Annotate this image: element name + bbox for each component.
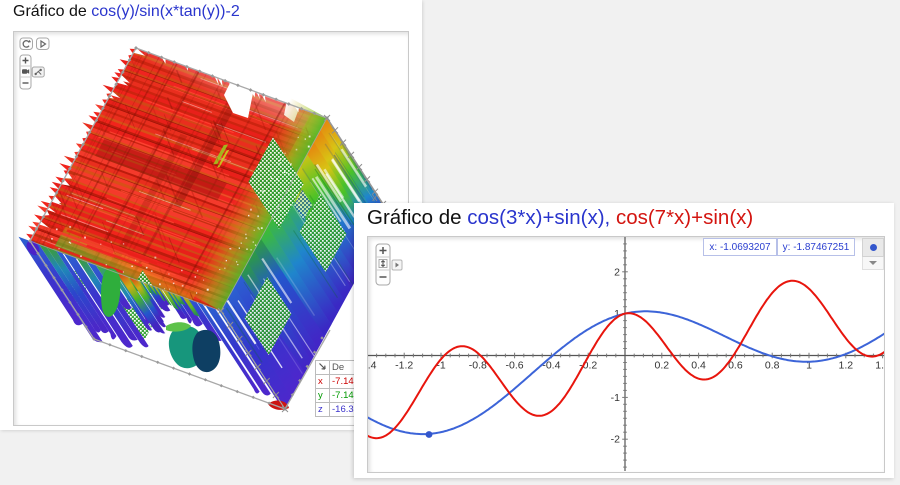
svg-text:-0.8: -0.8	[469, 360, 487, 372]
svg-text:-0.4: -0.4	[542, 360, 560, 372]
svg-text:0.2: 0.2	[654, 360, 669, 372]
svg-text:-1: -1	[436, 360, 445, 372]
svg-text:1.4: 1.4	[875, 360, 884, 372]
svg-text:2: 2	[614, 266, 620, 278]
svg-text:-1.2: -1.2	[395, 360, 413, 372]
svg-text:-0.6: -0.6	[506, 360, 524, 372]
svg-text:-0.2: -0.2	[579, 360, 597, 372]
svg-text:-1: -1	[611, 392, 620, 404]
svg-text:x: x	[372, 192, 378, 204]
svg-text:-2: -2	[611, 434, 620, 446]
svg-text:1.2: 1.2	[838, 360, 853, 372]
svg-text:1: 1	[614, 308, 620, 320]
svg-text:1: 1	[806, 360, 812, 372]
svg-text:0.8: 0.8	[765, 360, 780, 372]
svg-text:0.6: 0.6	[728, 360, 743, 372]
svg-text:-1.4: -1.4	[368, 360, 377, 372]
svg-text:0.4: 0.4	[691, 360, 706, 372]
